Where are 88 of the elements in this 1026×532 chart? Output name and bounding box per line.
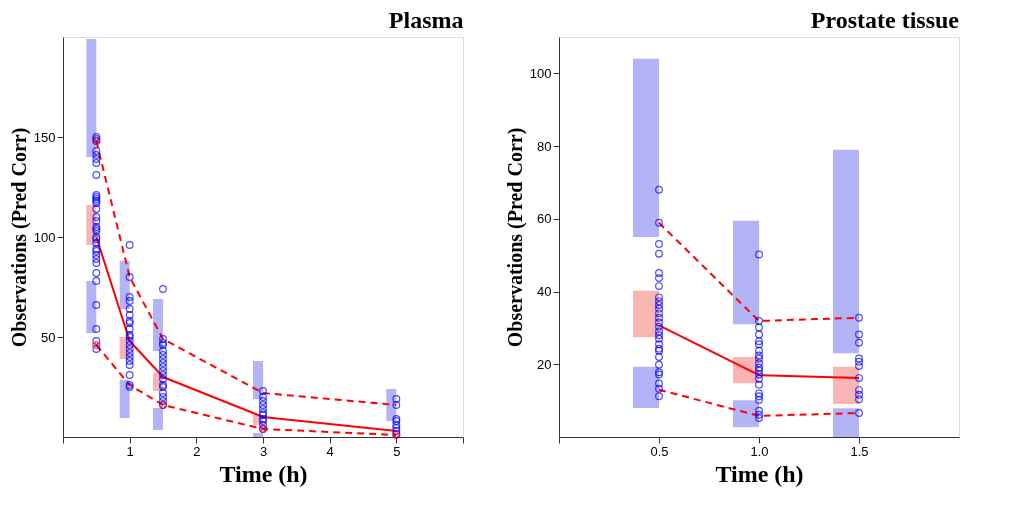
point — [655, 218, 663, 227]
bar — [253, 433, 263, 437]
point — [755, 389, 763, 398]
point — [755, 346, 763, 355]
bar — [833, 408, 859, 437]
point — [855, 390, 863, 399]
y-tick-label: 150 — [33, 129, 56, 145]
point — [755, 363, 763, 372]
point — [855, 354, 863, 363]
point — [855, 386, 863, 395]
bar — [86, 39, 97, 157]
x-axis-title: Time (h) — [715, 460, 804, 487]
y-tick-label: 60 — [537, 211, 552, 227]
x-tick-label: 3 — [259, 443, 268, 459]
y-tick-label: 80 — [537, 138, 552, 154]
point — [755, 351, 763, 360]
point — [655, 269, 663, 277]
point — [855, 395, 863, 404]
x-tick-label: 4 — [326, 443, 334, 459]
x-tick-label: 1 — [126, 443, 134, 459]
point — [755, 370, 763, 379]
point — [755, 359, 763, 368]
bar — [633, 58, 659, 237]
point — [755, 337, 763, 346]
chart-title: Plasma — [388, 7, 464, 33]
y-tick-label: 100 — [33, 229, 56, 245]
point — [755, 323, 763, 332]
point — [655, 309, 663, 318]
point — [855, 374, 863, 383]
x-tick-label: 0.5 — [650, 443, 669, 459]
point — [755, 354, 763, 363]
bar — [153, 408, 163, 430]
point — [655, 304, 663, 313]
point — [655, 392, 663, 401]
point — [755, 380, 763, 389]
point — [92, 341, 101, 349]
point — [855, 330, 863, 339]
point — [855, 338, 863, 347]
x-tick-label: 1.5 — [850, 443, 869, 459]
point — [755, 340, 763, 349]
point — [655, 331, 663, 340]
point — [655, 322, 663, 331]
y-tick-label: 20 — [537, 356, 552, 372]
point — [655, 384, 663, 393]
point — [655, 313, 663, 322]
point — [655, 297, 663, 306]
bar — [86, 281, 97, 333]
point — [655, 301, 663, 309]
point — [655, 318, 663, 327]
y-axis-title: Observations (Pred Corr) — [503, 127, 527, 348]
y-tick-label: 100 — [529, 65, 552, 81]
point — [755, 250, 763, 259]
point — [655, 340, 663, 349]
point — [855, 409, 863, 417]
point — [655, 334, 663, 343]
point — [755, 392, 763, 401]
bar — [833, 149, 859, 354]
y-tick-label: 40 — [537, 284, 552, 300]
x-tick-label: 5 — [393, 443, 401, 459]
point — [655, 185, 663, 194]
point — [755, 330, 763, 339]
point — [855, 362, 863, 371]
point — [655, 274, 663, 283]
point — [655, 379, 663, 388]
point — [655, 239, 663, 248]
point — [755, 317, 763, 325]
point — [755, 366, 763, 375]
x-tick-label: 1.0 — [750, 443, 769, 459]
point — [755, 406, 763, 415]
point — [655, 282, 663, 291]
x-axis-title: Time (h) — [219, 460, 308, 487]
point — [755, 374, 763, 383]
y-axis-title: Observations (Pred Corr) — [7, 127, 31, 348]
bar — [633, 366, 659, 408]
point — [755, 414, 763, 423]
point — [655, 327, 663, 336]
bar — [119, 380, 130, 418]
point — [655, 249, 663, 258]
point — [655, 353, 663, 361]
bar — [733, 220, 759, 325]
point — [855, 357, 863, 366]
x-tick-label: 2 — [193, 443, 201, 459]
point — [855, 313, 863, 322]
y-tick-label: 50 — [41, 329, 56, 345]
point — [655, 360, 663, 369]
chart-title: Prostate tissue — [810, 7, 960, 33]
point — [655, 293, 663, 302]
point — [755, 410, 763, 419]
